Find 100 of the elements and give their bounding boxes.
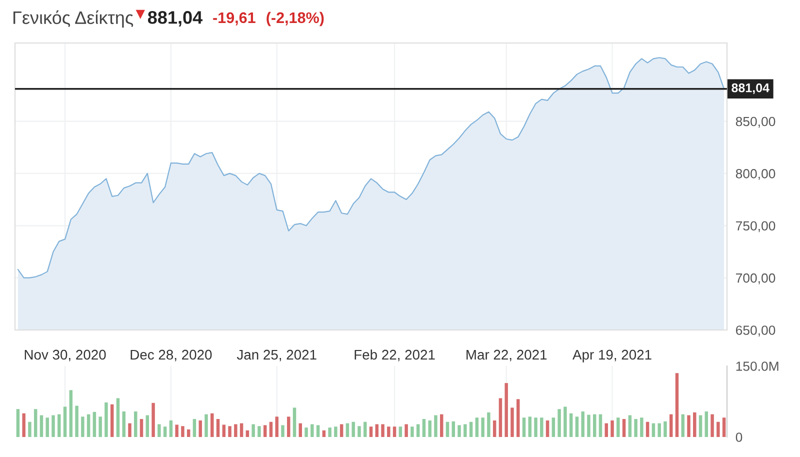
x-tick-label: Feb 22, 2021 bbox=[354, 349, 435, 362]
bar bbox=[669, 414, 673, 437]
bar bbox=[710, 414, 714, 437]
bar bbox=[346, 423, 350, 437]
bar bbox=[410, 426, 414, 437]
bar bbox=[328, 428, 332, 437]
y-tick-label: 850,00 bbox=[736, 116, 776, 128]
bar bbox=[258, 426, 261, 437]
bar bbox=[158, 424, 161, 437]
x-tick-label: Nov 30, 2020 bbox=[24, 350, 106, 362]
bar bbox=[310, 424, 314, 437]
y-tick-label: 750,00 bbox=[736, 221, 776, 232]
bar bbox=[52, 415, 55, 437]
bar bbox=[210, 413, 214, 437]
text: 881,04 bbox=[148, 11, 203, 26]
bar bbox=[75, 406, 78, 437]
bar bbox=[186, 429, 190, 437]
x-tick-label: Dec 28, 2020 bbox=[130, 350, 212, 362]
bar bbox=[246, 430, 250, 437]
bar bbox=[646, 422, 650, 437]
x-tick-label: Jan 25, 2021 bbox=[236, 350, 316, 362]
bar bbox=[204, 414, 208, 437]
bar bbox=[334, 426, 338, 437]
bar bbox=[546, 420, 550, 437]
x-tick-label: Apr 19, 2021 bbox=[572, 350, 652, 362]
bar bbox=[598, 414, 602, 437]
bar bbox=[163, 426, 167, 437]
bar bbox=[592, 414, 596, 437]
bar bbox=[252, 424, 255, 437]
bar bbox=[175, 424, 178, 437]
bar bbox=[652, 423, 656, 437]
bar bbox=[487, 412, 490, 437]
bar bbox=[169, 420, 173, 437]
bar bbox=[369, 426, 373, 437]
bar bbox=[58, 414, 61, 437]
bar bbox=[575, 416, 579, 437]
bar bbox=[640, 418, 644, 437]
bar bbox=[540, 418, 544, 437]
bar bbox=[616, 418, 620, 437]
bar bbox=[404, 424, 408, 437]
bar bbox=[664, 421, 667, 437]
bar bbox=[446, 422, 450, 437]
bar bbox=[516, 399, 520, 437]
bar bbox=[422, 419, 426, 437]
bar bbox=[722, 418, 726, 437]
bar bbox=[552, 418, 556, 437]
bar bbox=[364, 422, 367, 437]
bar bbox=[216, 419, 220, 437]
bar bbox=[610, 420, 614, 437]
bar bbox=[269, 422, 273, 437]
bar bbox=[558, 409, 561, 437]
y-tick-label: 800,00 bbox=[736, 169, 776, 180]
bar bbox=[28, 422, 32, 437]
bar bbox=[498, 398, 502, 437]
bar bbox=[110, 404, 114, 437]
bar bbox=[398, 426, 402, 437]
bar bbox=[140, 419, 144, 437]
bar bbox=[604, 423, 608, 437]
bar bbox=[304, 428, 308, 437]
bar bbox=[387, 426, 390, 437]
bar bbox=[292, 408, 296, 437]
bar bbox=[69, 390, 73, 437]
bar bbox=[428, 420, 432, 437]
bar bbox=[122, 411, 126, 437]
bar bbox=[40, 415, 44, 437]
bar bbox=[693, 412, 696, 437]
bar bbox=[381, 424, 384, 437]
bar bbox=[481, 418, 484, 437]
bar bbox=[375, 424, 378, 437]
bar bbox=[281, 425, 284, 437]
bar bbox=[222, 424, 226, 437]
bar bbox=[352, 422, 355, 437]
bar bbox=[98, 416, 102, 437]
bar bbox=[416, 424, 420, 437]
bar bbox=[658, 423, 661, 437]
bar bbox=[587, 414, 590, 437]
bar bbox=[622, 419, 626, 437]
bar bbox=[340, 424, 344, 437]
bar bbox=[681, 414, 684, 437]
bar bbox=[392, 426, 396, 437]
y-tick-label: 700,00 bbox=[736, 273, 776, 284]
bar bbox=[81, 416, 84, 437]
bar bbox=[458, 425, 461, 437]
bar bbox=[522, 418, 526, 437]
bar bbox=[316, 425, 320, 437]
bar bbox=[46, 418, 49, 437]
bar bbox=[452, 421, 455, 437]
bar bbox=[116, 398, 120, 437]
chart-title: Γενικός Δείκτης bbox=[13, 10, 134, 28]
bar bbox=[146, 415, 150, 437]
y-tick-label: 650,00 bbox=[736, 326, 776, 336]
bar bbox=[704, 411, 708, 437]
bar bbox=[716, 422, 720, 437]
bar bbox=[634, 419, 638, 437]
bar bbox=[22, 413, 26, 437]
bar bbox=[675, 373, 679, 437]
bar bbox=[234, 424, 238, 437]
bar bbox=[287, 416, 290, 437]
y-tick-label: 0 bbox=[736, 432, 742, 442]
bar bbox=[63, 406, 67, 437]
